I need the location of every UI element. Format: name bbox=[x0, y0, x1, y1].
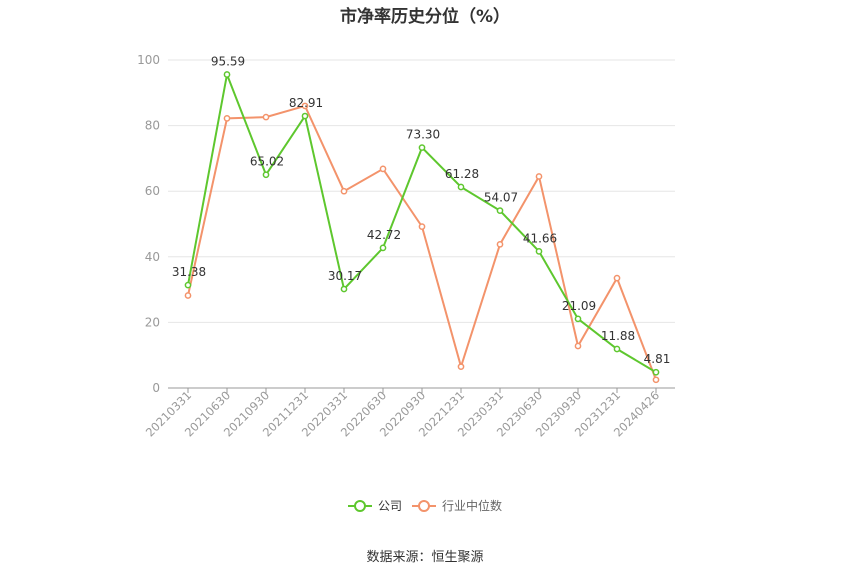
data-label: 42.72 bbox=[367, 228, 401, 242]
point-industry bbox=[301, 102, 309, 110]
y-tick-label: 100 bbox=[137, 53, 160, 67]
y-tick-label: 0 bbox=[152, 381, 160, 395]
data-label: 11.88 bbox=[601, 329, 635, 343]
legend-label-industry: 行业中位数 bbox=[442, 498, 502, 513]
chart-title: 市净率历史分位（%） bbox=[339, 7, 511, 27]
line-chart: 0204060801002021033120210630202109302021… bbox=[137, 53, 675, 513]
point-company bbox=[184, 281, 192, 289]
point-company bbox=[613, 345, 621, 353]
data-source: 数据来源：恒生聚源 bbox=[366, 550, 484, 565]
legend-marker-industry bbox=[418, 500, 430, 512]
data-label: 4.81 bbox=[644, 352, 671, 366]
point-industry bbox=[574, 342, 582, 350]
data-label: 61.28 bbox=[445, 167, 479, 181]
data-label: 21.09 bbox=[562, 299, 596, 313]
y-tick-label: 60 bbox=[145, 184, 160, 198]
point-industry bbox=[457, 363, 465, 371]
point-company bbox=[223, 71, 231, 78]
data-label: 41.66 bbox=[523, 231, 557, 245]
point-industry bbox=[418, 223, 426, 230]
data-label: 30.17 bbox=[328, 269, 362, 283]
point-industry bbox=[184, 292, 192, 299]
point-industry bbox=[535, 173, 543, 180]
y-tick-label: 40 bbox=[145, 250, 160, 264]
y-tick-label: 20 bbox=[145, 315, 160, 329]
point-company bbox=[418, 144, 426, 151]
point-industry bbox=[496, 240, 504, 248]
point-industry bbox=[340, 187, 348, 195]
point-company bbox=[301, 112, 309, 120]
data-label: 65.02 bbox=[250, 155, 284, 169]
point-industry bbox=[652, 376, 660, 384]
point-company bbox=[652, 368, 660, 376]
point-industry bbox=[223, 115, 231, 122]
data-label: 31.38 bbox=[172, 265, 206, 279]
point-industry bbox=[262, 113, 270, 121]
point-company bbox=[457, 183, 465, 191]
data-label: 95.59 bbox=[211, 54, 245, 68]
legend-label-company: 公司 bbox=[378, 499, 402, 513]
data-label: 82.91 bbox=[289, 96, 323, 110]
point-company bbox=[574, 315, 582, 323]
point-industry bbox=[379, 165, 387, 173]
data-label: 73.30 bbox=[406, 128, 440, 142]
point-company bbox=[535, 248, 543, 255]
point-company bbox=[262, 171, 270, 179]
data-label: 54.07 bbox=[484, 191, 518, 205]
legend-marker-company bbox=[354, 500, 366, 512]
y-tick-label: 80 bbox=[145, 119, 160, 133]
point-industry bbox=[613, 274, 621, 282]
point-company bbox=[340, 285, 348, 293]
point-company bbox=[496, 207, 504, 215]
point-company bbox=[379, 244, 387, 252]
